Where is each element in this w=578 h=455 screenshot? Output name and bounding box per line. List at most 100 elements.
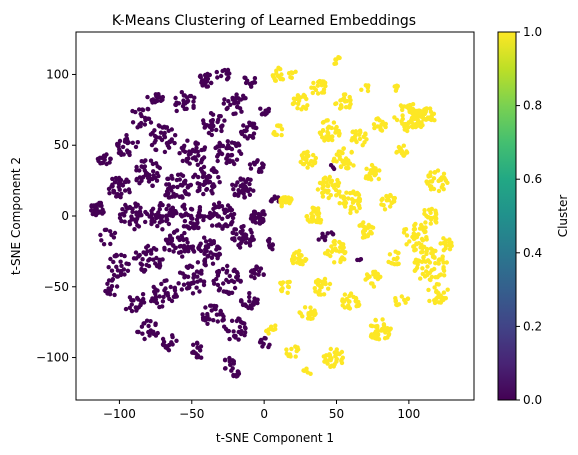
cluster-1-point [302, 368, 307, 373]
cluster-1-point [278, 66, 283, 72]
cluster-0-point [171, 249, 176, 254]
cluster-0-point [261, 341, 266, 347]
cluster-0-point [133, 219, 139, 224]
cluster-0-point [238, 278, 243, 284]
colorbar-tick-label: 0.2 [523, 319, 542, 333]
cluster-1-point [394, 302, 399, 307]
cluster-0-point [220, 318, 225, 323]
cluster-1-point [312, 159, 318, 165]
cluster-0-point [138, 211, 143, 216]
cluster-0-point [243, 330, 248, 335]
cluster-0-point [142, 168, 147, 173]
cluster-0-point [183, 101, 188, 106]
cluster-1-point [348, 101, 353, 107]
cluster-1-point [389, 200, 394, 206]
cluster-1-point [412, 226, 418, 232]
cluster-0-point [191, 342, 196, 347]
cluster-0-point [123, 188, 128, 193]
cluster-1-point [310, 163, 315, 168]
cluster-0-point [155, 223, 160, 229]
cluster-1-point [447, 237, 452, 242]
cluster-0-point [95, 156, 101, 162]
cluster-0-point [211, 318, 216, 323]
cluster-1-point [399, 294, 404, 299]
cluster-0-point [219, 124, 224, 129]
cluster-0-point [157, 263, 163, 268]
cluster-0-point [116, 144, 121, 149]
cluster-1-point [311, 217, 316, 223]
cluster-1-point [394, 117, 400, 123]
cluster-1-point [364, 166, 369, 171]
cluster-0-point [194, 217, 200, 222]
cluster-0-point [200, 83, 205, 88]
cluster-0-point [208, 303, 213, 308]
cluster-0-point [230, 236, 235, 241]
cluster-0-point [182, 143, 187, 148]
cluster-1-point [343, 105, 349, 110]
cluster-0-point [217, 148, 222, 154]
cluster-0-point [231, 329, 236, 334]
cluster-0-point [195, 341, 200, 346]
cluster-1-point [432, 255, 437, 260]
cluster-1-point [338, 164, 344, 170]
cluster-0-point [162, 130, 167, 136]
cluster-0-point [331, 166, 337, 172]
cluster-1-point [405, 296, 411, 302]
cluster-0-point [241, 302, 246, 307]
cluster-0-point [209, 80, 214, 86]
cluster-0-point [211, 166, 216, 171]
cluster-0-point [130, 120, 136, 125]
cluster-1-point [368, 229, 373, 234]
cluster-0-point [160, 214, 165, 219]
cluster-0-point [229, 318, 235, 323]
cluster-0-point [201, 182, 207, 187]
cluster-1-point [320, 182, 325, 187]
cluster-0-point [179, 287, 184, 292]
cluster-1-point [415, 122, 420, 128]
cluster-1-point [380, 317, 385, 322]
x-tick-label: 100 [397, 407, 420, 421]
cluster-0-point [263, 336, 268, 341]
cluster-1-point [424, 249, 429, 254]
cluster-1-point [386, 259, 391, 265]
cluster-1-point [349, 197, 355, 202]
cluster-0-point [237, 317, 242, 322]
cluster-0-point [240, 189, 245, 194]
cluster-1-point [332, 156, 337, 161]
cluster-0-point [247, 122, 253, 128]
cluster-0-point [124, 133, 129, 138]
cluster-1-point [404, 122, 409, 127]
cluster-1-point [379, 128, 385, 133]
cluster-0-point [172, 140, 177, 146]
cluster-1-point [370, 323, 375, 329]
cluster-0-point [253, 266, 259, 272]
cluster-0-point [185, 240, 190, 245]
cluster-0-point [210, 261, 216, 266]
cluster-1-point [436, 258, 441, 263]
cluster-1-point [321, 119, 326, 125]
cluster-1-point [301, 162, 307, 167]
cluster-1-point [273, 78, 278, 83]
cluster-0-point [159, 281, 164, 287]
cluster-1-point [441, 248, 446, 253]
cluster-0-point [237, 236, 242, 241]
cluster-0-point [130, 209, 135, 215]
cluster-1-point [413, 221, 418, 227]
cluster-1-point [355, 303, 360, 308]
cluster-0-point [185, 138, 190, 143]
cluster-1-point [291, 260, 296, 266]
cluster-0-point [182, 230, 187, 236]
cluster-1-point [313, 155, 318, 161]
cluster-1-point [382, 123, 387, 128]
cluster-1-point [428, 217, 434, 222]
cluster-0-points [89, 67, 364, 379]
cluster-0-point [242, 195, 247, 200]
cluster-0-point [214, 169, 219, 175]
cluster-0-point [106, 278, 112, 283]
cluster-0-point [248, 227, 253, 233]
cluster-1-point [315, 91, 321, 96]
cluster-1-point [404, 233, 410, 238]
cluster-0-point [225, 328, 230, 334]
cluster-1-point [438, 272, 444, 277]
